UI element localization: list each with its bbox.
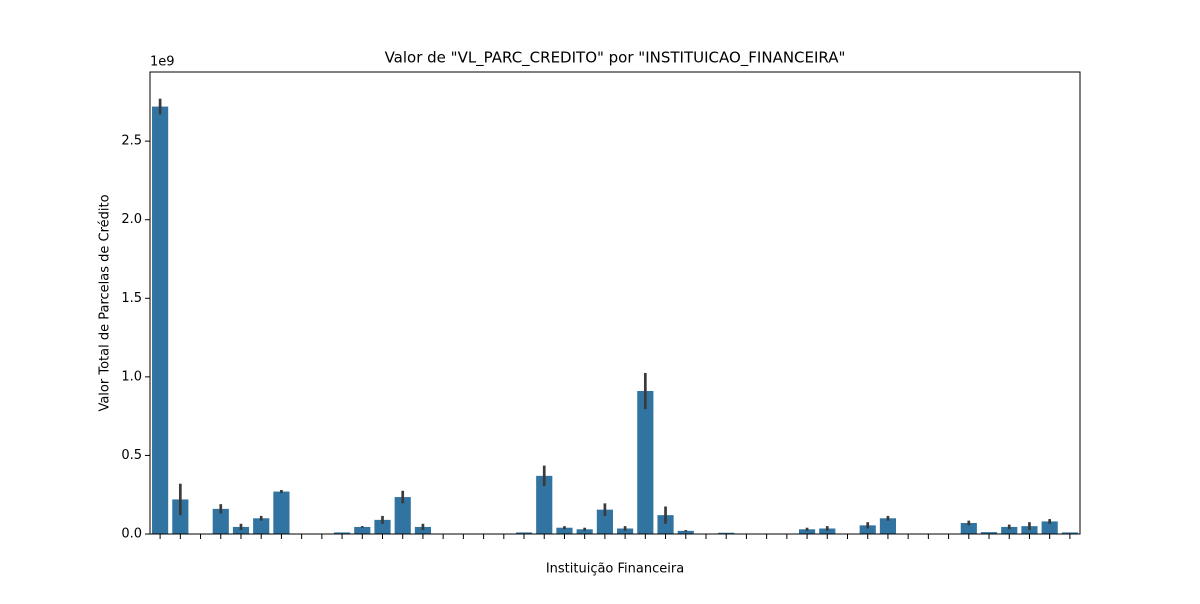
y-tick-label: 2.0 <box>121 212 142 227</box>
x-axis-label: Instituição Financeira <box>546 562 684 577</box>
bar <box>354 527 370 534</box>
y-tick-label: 1.5 <box>121 291 142 306</box>
y-tick-label: 1.0 <box>121 369 142 384</box>
y-axis-label: Valor Total de Parcelas de Crédito <box>98 194 113 411</box>
bar <box>273 492 289 534</box>
y-tick-label: 0.0 <box>121 527 142 542</box>
chart-title: Valor de "VL_PARC_CREDITO" por "INSTITUI… <box>385 49 846 68</box>
axes-frame <box>150 72 1080 534</box>
y-offset-label: 1e9 <box>150 55 175 70</box>
y-tick-label: 0.5 <box>121 448 142 463</box>
bar <box>152 107 168 534</box>
bar <box>637 391 653 534</box>
y-tick-label: 2.5 <box>121 134 142 149</box>
